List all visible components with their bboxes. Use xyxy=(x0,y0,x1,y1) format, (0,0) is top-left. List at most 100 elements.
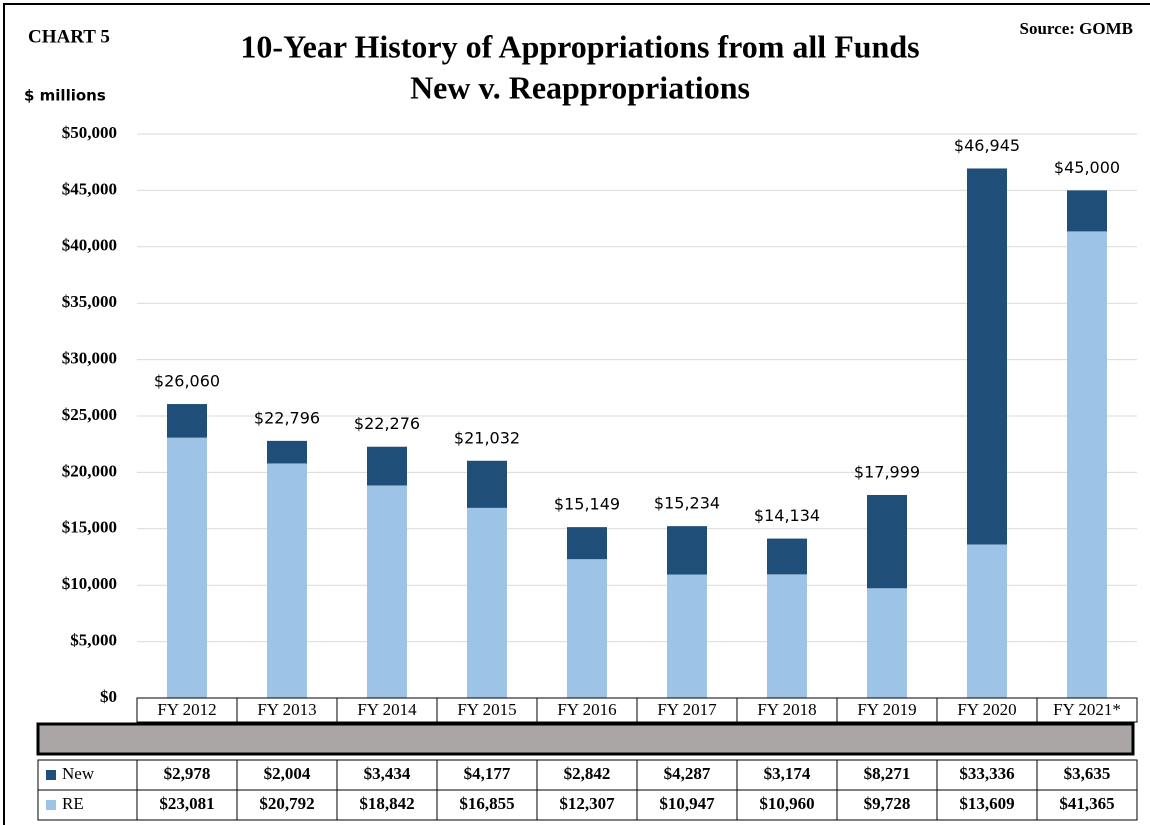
table-value: $2,004 xyxy=(264,764,311,783)
table-cell xyxy=(736,789,838,821)
category-cell xyxy=(1036,697,1138,723)
x-tick-label: FY 2018 xyxy=(757,700,816,719)
bar-segment xyxy=(867,588,907,698)
bar-segment xyxy=(767,538,807,575)
legend-swatch xyxy=(46,770,56,780)
chart-title: 10-Year History of Appropriations from a… xyxy=(240,28,919,64)
bar-segment xyxy=(567,559,607,698)
frame xyxy=(3,3,1150,825)
chart-label: CHART 5 xyxy=(28,26,110,47)
table-cell xyxy=(136,789,238,821)
y-tick-label: $10,000 xyxy=(62,574,117,593)
bar-segment xyxy=(667,574,707,698)
y-tick-label: $45,000 xyxy=(62,179,117,198)
category-cell xyxy=(936,697,1038,723)
legend-label: New xyxy=(62,764,95,783)
x-tick-label: FY 2021* xyxy=(1053,700,1121,719)
bar-segment xyxy=(967,168,1007,545)
bar-segment xyxy=(567,527,607,560)
table-cell xyxy=(936,789,1038,821)
total-label: $14,134 xyxy=(754,506,820,525)
source: Source: GOMB xyxy=(1020,19,1133,38)
bar-segment xyxy=(167,437,207,698)
bar-segment xyxy=(767,574,807,698)
x-tick-label: FY 2020 xyxy=(957,700,1016,719)
table-value: $33,336 xyxy=(959,764,1014,783)
bar-segment xyxy=(267,440,307,464)
table-value: $10,947 xyxy=(659,794,715,813)
y-tick-label: $35,000 xyxy=(62,292,117,311)
bar-segment xyxy=(267,463,307,698)
table-value: $2,978 xyxy=(164,764,211,783)
category-cell xyxy=(636,697,738,723)
x-tick-label: FY 2012 xyxy=(157,700,216,719)
category-cell xyxy=(136,697,238,723)
category-cell xyxy=(836,697,938,723)
total-label: $21,032 xyxy=(454,428,520,447)
total-label: $17,999 xyxy=(854,462,920,481)
table-cell xyxy=(1036,789,1138,821)
x-tick-label: FY 2014 xyxy=(357,700,417,719)
table-value: $23,081 xyxy=(159,794,214,813)
x-tick-label: FY 2016 xyxy=(557,700,616,719)
x-tick-label: FY 2015 xyxy=(457,700,516,719)
table-value: $16,855 xyxy=(459,794,514,813)
table-value: $13,609 xyxy=(959,794,1014,813)
x-tick-label: FY 2017 xyxy=(657,700,717,719)
table-value: $2,842 xyxy=(564,764,611,783)
category-cell xyxy=(236,697,338,723)
y-tick-label: $15,000 xyxy=(62,518,117,537)
bar-segment xyxy=(867,494,907,589)
bar-segment xyxy=(1067,190,1107,232)
total-label: $26,060 xyxy=(154,372,220,391)
table-value: $8,271 xyxy=(864,764,911,783)
table-value: $12,307 xyxy=(559,794,615,813)
x-tick-label: FY 2019 xyxy=(857,700,916,719)
total-label: $46,945 xyxy=(954,136,1020,155)
total-label: $15,234 xyxy=(654,494,720,513)
total-label: $22,276 xyxy=(354,414,420,433)
bar-segment xyxy=(167,404,207,438)
bar-segment xyxy=(467,507,507,698)
table-cell xyxy=(236,789,338,821)
category-cell xyxy=(736,697,838,723)
y-tick-label: $5,000 xyxy=(70,631,117,650)
y-tick-label: $40,000 xyxy=(62,236,117,255)
table-cell xyxy=(136,759,238,791)
table-cell xyxy=(536,759,638,791)
y-tick-label: $0 xyxy=(100,687,117,706)
table-value: $41,365 xyxy=(1059,794,1114,813)
table-divider xyxy=(36,722,1135,756)
legend-label: RE xyxy=(62,794,84,813)
y-tick-label: $25,000 xyxy=(62,405,117,424)
table-cell xyxy=(1036,759,1138,791)
table-value: $20,792 xyxy=(259,794,314,813)
table-value: $3,434 xyxy=(364,764,411,783)
y-tick-label: $30,000 xyxy=(62,349,117,368)
y-tick-label: $20,000 xyxy=(62,461,117,480)
table-cell xyxy=(336,759,438,791)
table-value: $9,728 xyxy=(864,794,911,813)
bar-segment xyxy=(367,446,407,486)
total-label: $15,149 xyxy=(554,495,620,514)
table-cell xyxy=(836,759,938,791)
total-label: $22,796 xyxy=(254,408,320,427)
bar-segment xyxy=(667,526,707,575)
chart-subtitle: New v. Reappropriations xyxy=(410,69,750,105)
category-cell xyxy=(336,697,438,723)
table-cell xyxy=(236,759,338,791)
table-value: $3,635 xyxy=(1064,764,1111,783)
table-value: $4,287 xyxy=(664,764,711,783)
bar-segment xyxy=(967,544,1007,698)
table-cell xyxy=(536,789,638,821)
bar-segment xyxy=(367,485,407,698)
table-cell xyxy=(636,759,738,791)
total-label: $45,000 xyxy=(1054,158,1120,177)
x-tick-label: FY 2013 xyxy=(257,700,316,719)
category-cell xyxy=(436,697,538,723)
table-cell xyxy=(436,759,538,791)
table-value: $4,177 xyxy=(464,764,511,783)
bar-segment xyxy=(1067,231,1107,698)
y-tick-label: $50,000 xyxy=(62,123,117,142)
